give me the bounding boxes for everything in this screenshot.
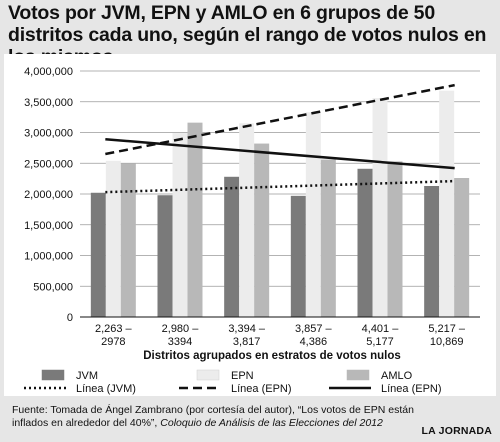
source-title: Coloquio de Análisis de las Elecciones d… (160, 417, 383, 429)
bar-epn (172, 133, 188, 317)
trend-line-solid (105, 138, 455, 170)
bar-amlo (187, 122, 203, 317)
legend-label: JVM (76, 370, 98, 382)
y-tick-label: 1,500,000 (24, 220, 73, 232)
bar-amlo (320, 159, 336, 317)
bar-epn (372, 98, 388, 317)
legend-label: Línea (EPN) (381, 383, 442, 395)
y-tick-label: 1,000,000 (24, 251, 73, 263)
x-tick-label: 3,857 – (295, 323, 333, 335)
x-tick-label: 4,401 – (362, 323, 400, 335)
y-tick-label: 500,000 (33, 281, 73, 293)
legend-label: Línea (JVM) (76, 383, 136, 395)
bar-amlo (120, 163, 136, 317)
bar-jvm (290, 195, 306, 317)
brand-logo-text: LA JORNADA (421, 425, 492, 437)
bar-jvm (424, 186, 440, 317)
bar-jvm (357, 168, 373, 317)
x-tick-label: 3394 (168, 336, 192, 348)
y-tick-label: 0 (67, 312, 73, 324)
bar-jvm (157, 195, 173, 317)
bar-epn (105, 160, 121, 317)
x-tick-label: 2,980 – (162, 323, 200, 335)
y-tick-label: 2,500,000 (24, 158, 73, 170)
y-tick-label: 3,500,000 (24, 97, 73, 109)
trend-line-dotted (105, 179, 455, 194)
bar-chart: 0 500,000 1,000,000 1,500,000 2,000,000 2,500… (24, 66, 480, 395)
bar-jvm (224, 176, 240, 317)
bar-jvm (90, 192, 106, 317)
x-tick-label: 2978 (101, 336, 125, 348)
x-tick-label: 5,217 – (428, 323, 466, 335)
legend-swatch-jvm (41, 369, 65, 381)
x-axis-title: Distritos agrupados en estratos de votos… (143, 350, 401, 362)
chart-panel: 0 500,000 1,000,000 1,500,000 2,000,000 2,500… (4, 54, 496, 396)
legend-label: Línea (EPN) (231, 383, 292, 395)
legend-swatch-amlo (346, 369, 370, 381)
bar-epn (439, 90, 455, 318)
legend-label: AMLO (381, 370, 413, 382)
x-tick-label: 10,869 (430, 336, 464, 348)
bar-amlo (387, 161, 403, 317)
x-tick-label: 3,817 (233, 336, 261, 348)
legend-label: EPN (231, 370, 254, 382)
x-tick-label: 4,386 (300, 336, 328, 348)
source-text: Fuente: Tomada de Ángel Zambrano (por co… (12, 404, 414, 429)
x-tick-label: 2,263 – (95, 323, 133, 335)
bar-epn (305, 112, 321, 317)
bar-amlo (454, 178, 470, 317)
legend-swatch-epn (196, 369, 220, 381)
x-tick-label: 3,394 – (228, 323, 266, 335)
y-tick-label: 4,000,000 (24, 66, 73, 78)
bar-amlo (254, 143, 270, 317)
bar-epn (239, 123, 255, 318)
y-tick-label: 2,000,000 (24, 189, 73, 201)
source-note: Fuente: Tomada de Ángel Zambrano (por co… (12, 404, 432, 430)
trend-line-dashed (105, 83, 455, 156)
y-tick-label: 3,000,000 (24, 128, 73, 140)
x-tick-label: 5,177 (366, 336, 394, 348)
